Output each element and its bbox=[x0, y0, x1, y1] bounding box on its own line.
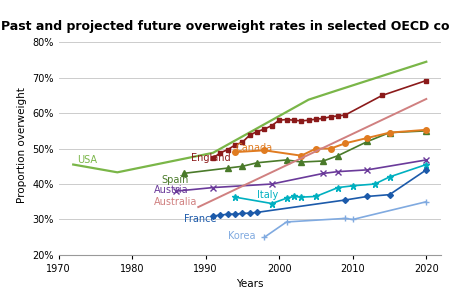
Text: Austria: Austria bbox=[154, 185, 189, 195]
Text: Australia: Australia bbox=[154, 197, 198, 207]
X-axis label: Years: Years bbox=[236, 280, 264, 289]
Y-axis label: Proportion overweight: Proportion overweight bbox=[17, 87, 27, 203]
Text: France: France bbox=[184, 214, 216, 224]
Text: Spain: Spain bbox=[162, 175, 189, 185]
Text: Korea: Korea bbox=[228, 231, 255, 241]
Title: Past and projected future overweight rates in selected OECD countries: Past and projected future overweight rat… bbox=[0, 20, 450, 33]
Text: Canada: Canada bbox=[235, 142, 272, 153]
Text: Italy: Italy bbox=[257, 190, 279, 200]
Text: England: England bbox=[191, 153, 230, 163]
Text: USA: USA bbox=[77, 155, 97, 165]
